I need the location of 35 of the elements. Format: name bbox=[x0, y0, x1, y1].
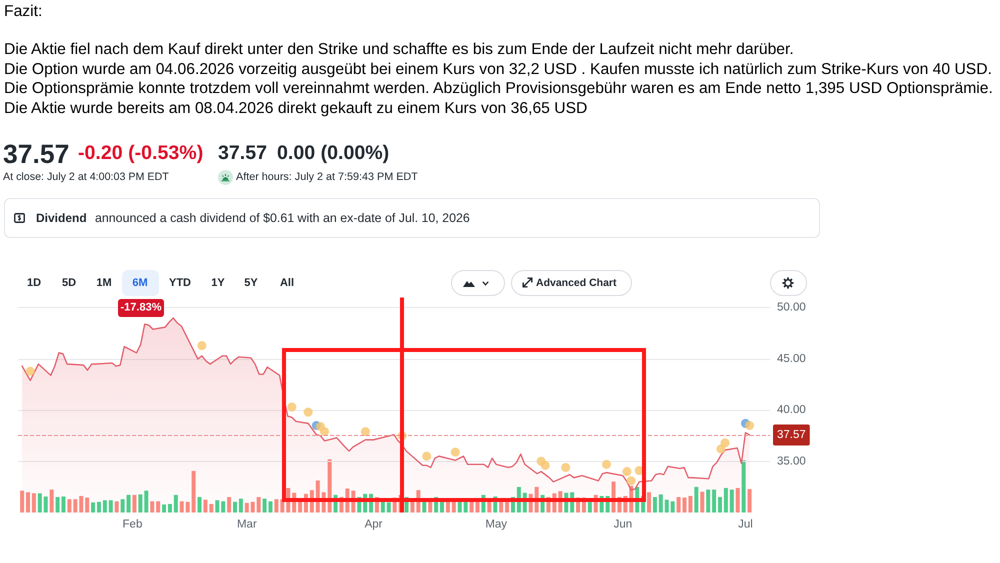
annotation: -17.83% bbox=[120, 302, 162, 314]
text: 0.00 (0.00%) bbox=[277, 142, 390, 164]
text: Die Aktie wurde bereits am 08.04.2026 direkt gekauft zu einem Kurs von 36,65 USD bbox=[4, 100, 588, 116]
x-tick-label: Jul bbox=[738, 518, 753, 530]
y-tick-label: 45.00 bbox=[777, 352, 806, 365]
text: Dividend bbox=[36, 211, 87, 225]
ref-line-label: 37.57 bbox=[777, 429, 806, 441]
badge: -17.83% bbox=[118, 299, 164, 317]
x-tick-label: Feb bbox=[122, 518, 142, 530]
y-tick-label: 35.00 bbox=[777, 455, 806, 468]
x-tick-label: Mar bbox=[236, 518, 257, 530]
text: announced a cash dividend of $0.61 with an ex-date of Jul. 10, 2026 bbox=[95, 210, 470, 224]
text: -0.20 (-0.53%) bbox=[78, 142, 204, 164]
text: Die Aktie fiel nach dem Kauf direkt unter den Strike und schaffte es bis zum Ende der Laufzeit nicht mehr darüber. bbox=[4, 41, 794, 58]
text: At close: July 2 at 4:00:03 PM EDT bbox=[3, 170, 169, 182]
x-tick-label: Apr bbox=[364, 518, 383, 530]
x-tick-label: Jun bbox=[614, 518, 632, 530]
text: YTD bbox=[169, 276, 191, 288]
text: 1Y bbox=[211, 276, 225, 288]
text: 37.57 bbox=[218, 142, 268, 164]
x-tick-label: May bbox=[485, 518, 508, 530]
text: 5Y bbox=[244, 276, 258, 288]
text: Die Optionsprämie konnte trotzdem voll vereinnahmt werden. Abzüglich Provisionsgebühr waren es am Ende netto 1,395 USD Optionsprämie. bbox=[4, 80, 993, 97]
y-tick-label: 50.00 bbox=[777, 302, 806, 314]
text: 5D bbox=[62, 276, 76, 288]
text: 6M bbox=[132, 276, 148, 288]
text: Die Option wurde am 04.06.2026 vorzeitig ausgeübt bei einem Kurs von 32,2 USD . Kaufen musste ich natürlich zum Strike-Kurs von 40 USD. bbox=[4, 60, 992, 78]
text: 1D bbox=[26, 276, 42, 288]
text: 37.57 bbox=[3, 139, 70, 169]
y-tick-label: 40.00 bbox=[777, 404, 806, 416]
text: Advanced Chart bbox=[536, 276, 617, 288]
text: All bbox=[280, 276, 294, 288]
text: After hours: July 2 at 7:59:43 PM EDT bbox=[236, 170, 418, 182]
chart-title: Fazit: bbox=[4, 3, 42, 20]
text: 1M bbox=[96, 276, 112, 288]
